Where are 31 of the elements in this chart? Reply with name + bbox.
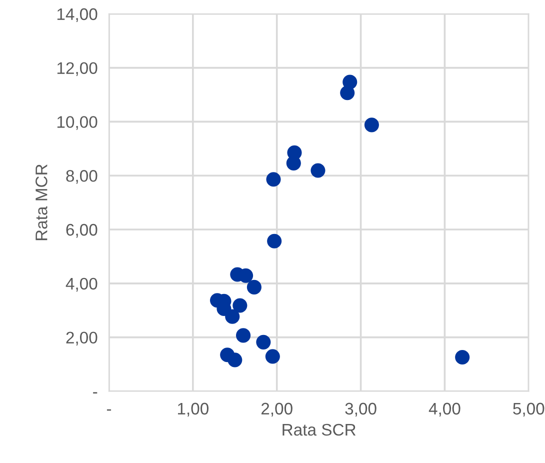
point xyxy=(232,298,248,313)
point xyxy=(267,234,282,248)
point xyxy=(246,280,262,294)
point xyxy=(364,118,379,132)
point xyxy=(340,86,355,100)
y-tick-label: 10,00 xyxy=(57,116,98,130)
y-tick-label: 4,00 xyxy=(66,278,98,292)
x-tick-label: 1,00 xyxy=(178,402,208,417)
x-tick-label: 4,00 xyxy=(428,402,460,417)
point xyxy=(256,334,271,350)
x-tick-label: - xyxy=(106,409,112,411)
point xyxy=(455,350,470,365)
x-tick-label: 5,00 xyxy=(513,402,544,417)
y-tick-label: 8,00 xyxy=(66,170,98,184)
point xyxy=(238,268,254,283)
point xyxy=(228,352,242,368)
y-tick-label: 6,00 xyxy=(66,224,98,238)
y-tick-label: 2,00 xyxy=(66,332,98,346)
point xyxy=(225,309,240,324)
point xyxy=(310,163,326,178)
x-tick-label: 2,00 xyxy=(261,402,292,417)
point xyxy=(266,172,281,187)
y-axis-title: Rata MCR xyxy=(36,164,48,240)
point xyxy=(236,328,251,343)
x-axis-title: Rata SCR xyxy=(282,424,356,436)
point xyxy=(286,156,301,170)
y-tick-label: 12,00 xyxy=(57,62,98,76)
x-tick-label: 3,00 xyxy=(345,402,376,417)
y-tick-label: 14,00 xyxy=(57,8,98,22)
point xyxy=(265,349,280,364)
y-tick-label: - xyxy=(93,392,98,394)
